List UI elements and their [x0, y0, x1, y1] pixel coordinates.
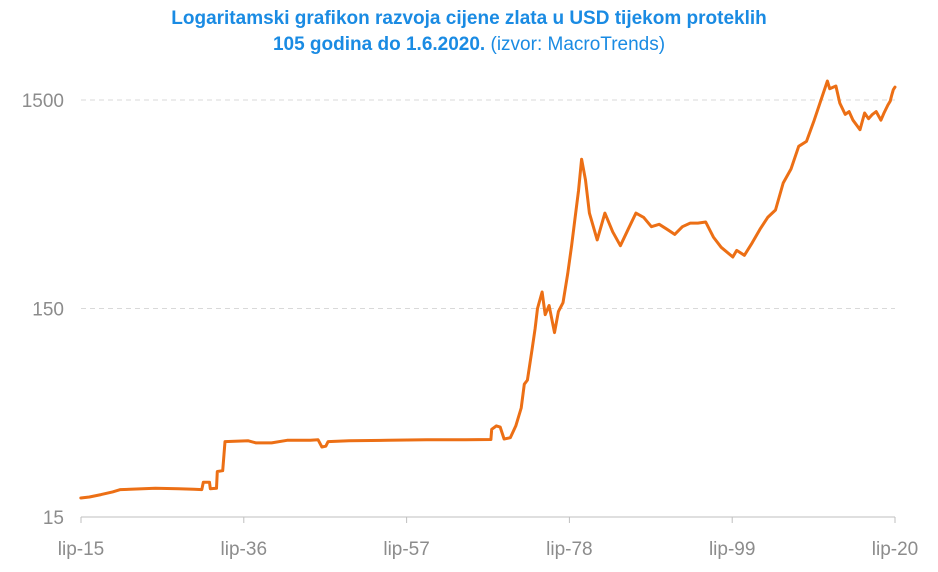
- gold-price-line: [79, 79, 897, 500]
- x-tick-label: lip-57: [383, 539, 429, 560]
- y-tick-labels: 15 150 1500: [22, 91, 64, 529]
- chart-title-line2: 105 godina do 1.6.2020. (izvor: MacroTre…: [0, 32, 938, 58]
- x-tick-label: lip-78: [546, 539, 592, 560]
- x-tick-label: lip-99: [709, 539, 755, 560]
- y-tick-label: 15: [43, 508, 64, 529]
- y-tick-label: 150: [32, 300, 64, 321]
- x-tick-label: lip-15: [58, 539, 104, 560]
- chart-title-line2-bold: 105 godina do 1.6.2020.: [272, 34, 486, 55]
- chart-title-source: (izvor: MacroTrends): [490, 34, 666, 55]
- chart-title: Logaritamski grafikon razvoja cijene zla…: [0, 6, 938, 58]
- x-tick-label: lip-20: [872, 539, 918, 560]
- axes: [80, 516, 896, 523]
- y-tick-label: 1500: [22, 91, 64, 112]
- x-tick-label: lip-36: [221, 539, 267, 560]
- x-tick-labels: lip-15 lip-36 lip-57 lip-78 lip-99 lip-20: [58, 539, 918, 560]
- grid-lines: [81, 99, 895, 309]
- chart-title-line1: Logaritamski grafikon razvoja cijene zla…: [171, 8, 767, 29]
